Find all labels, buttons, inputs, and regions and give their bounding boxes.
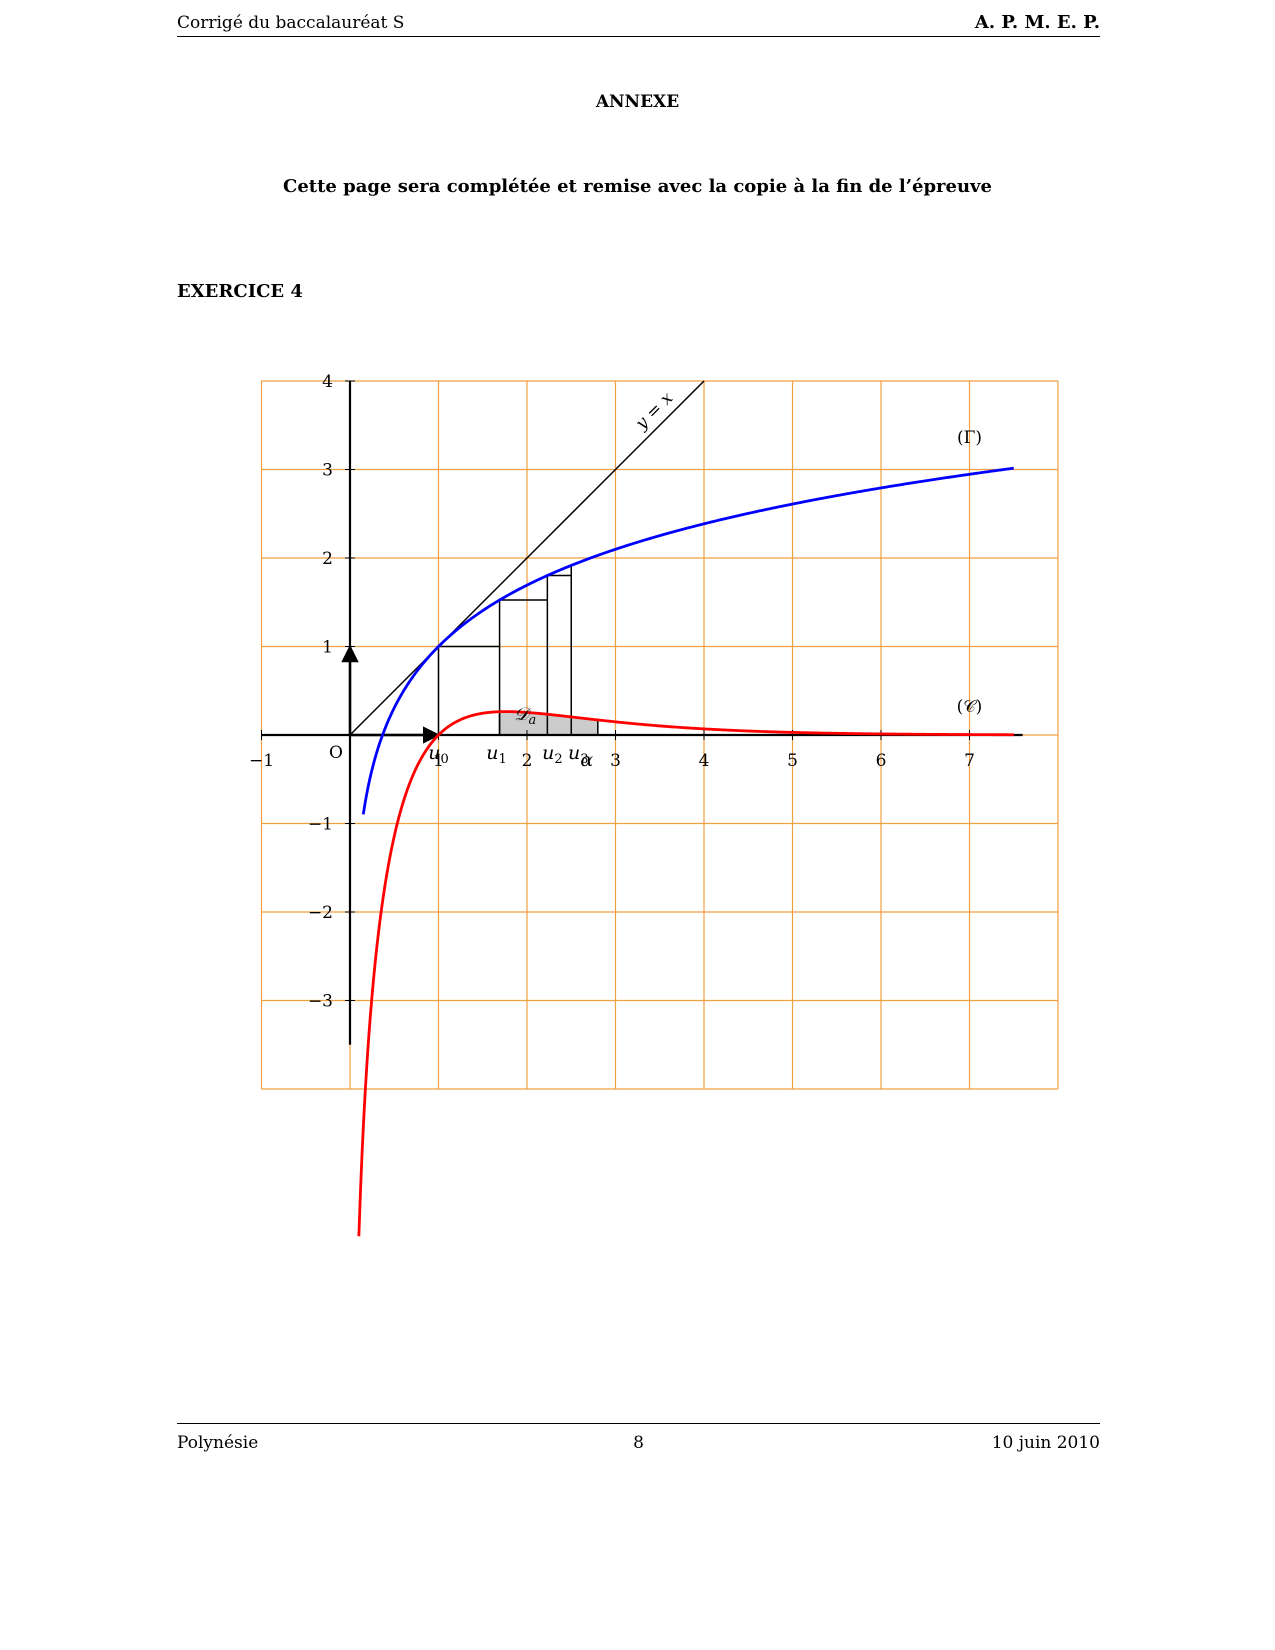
x-tick-label: 6	[876, 751, 887, 771]
y-tick-label: −2	[308, 903, 333, 923]
y-equals-x-label: y = x	[631, 388, 677, 434]
y-tick-label: −1	[308, 815, 333, 835]
x-tick-label: 3	[610, 751, 621, 771]
sequence-label-u2: u2	[542, 742, 563, 767]
curves	[349, 380, 1014, 1237]
c-curve-label: (𝒞)	[957, 697, 983, 717]
footer-location: Polynésie	[177, 1433, 259, 1453]
x-tick-label: 7	[964, 751, 975, 771]
instruction-text: Cette page sera complétée et remise avec…	[283, 176, 992, 197]
y-tick-label: 1	[322, 638, 333, 658]
sequence-label-u0: u0	[428, 742, 449, 767]
y-tick-label: 4	[322, 372, 333, 392]
curve-gamma	[361, 466, 1014, 815]
page-header: Corrigé du baccalauréat S A. P. M. E. P.	[177, 12, 1100, 37]
x-tick-label: 4	[699, 751, 710, 771]
y-tick-label: −3	[308, 992, 333, 1012]
footer-page-number: 8	[633, 1433, 644, 1453]
sequence-construction-lines	[437, 565, 572, 735]
header-publisher: A. P. M. E. P.	[974, 12, 1100, 33]
annex-title: ANNEXE	[595, 92, 680, 112]
page-footer: Polynésie 8 10 juin 2010	[177, 1423, 1100, 1454]
exercise-title: EXERCICE 4	[177, 281, 303, 302]
x-tick-label: −1	[249, 751, 274, 771]
x-tick-label: 5	[787, 751, 798, 771]
shaded-region-label: 𝒟a	[514, 704, 536, 728]
alpha-label: α	[580, 749, 593, 771]
origin-label: O	[329, 743, 343, 763]
line-y-equals-x	[349, 380, 705, 736]
footer-date: 10 juin 2010	[991, 1433, 1100, 1453]
y-tick-label: 2	[322, 549, 333, 569]
y-tick-label: 3	[322, 461, 333, 481]
header-course-title: Corrigé du baccalauréat S	[177, 13, 405, 33]
x-tick-label: 2	[522, 751, 533, 771]
gamma-label: (Γ)	[957, 428, 982, 448]
x-tick-label: 1	[433, 751, 444, 771]
curve-c	[357, 710, 1014, 1237]
sequence-label-u1: u1	[486, 742, 507, 767]
